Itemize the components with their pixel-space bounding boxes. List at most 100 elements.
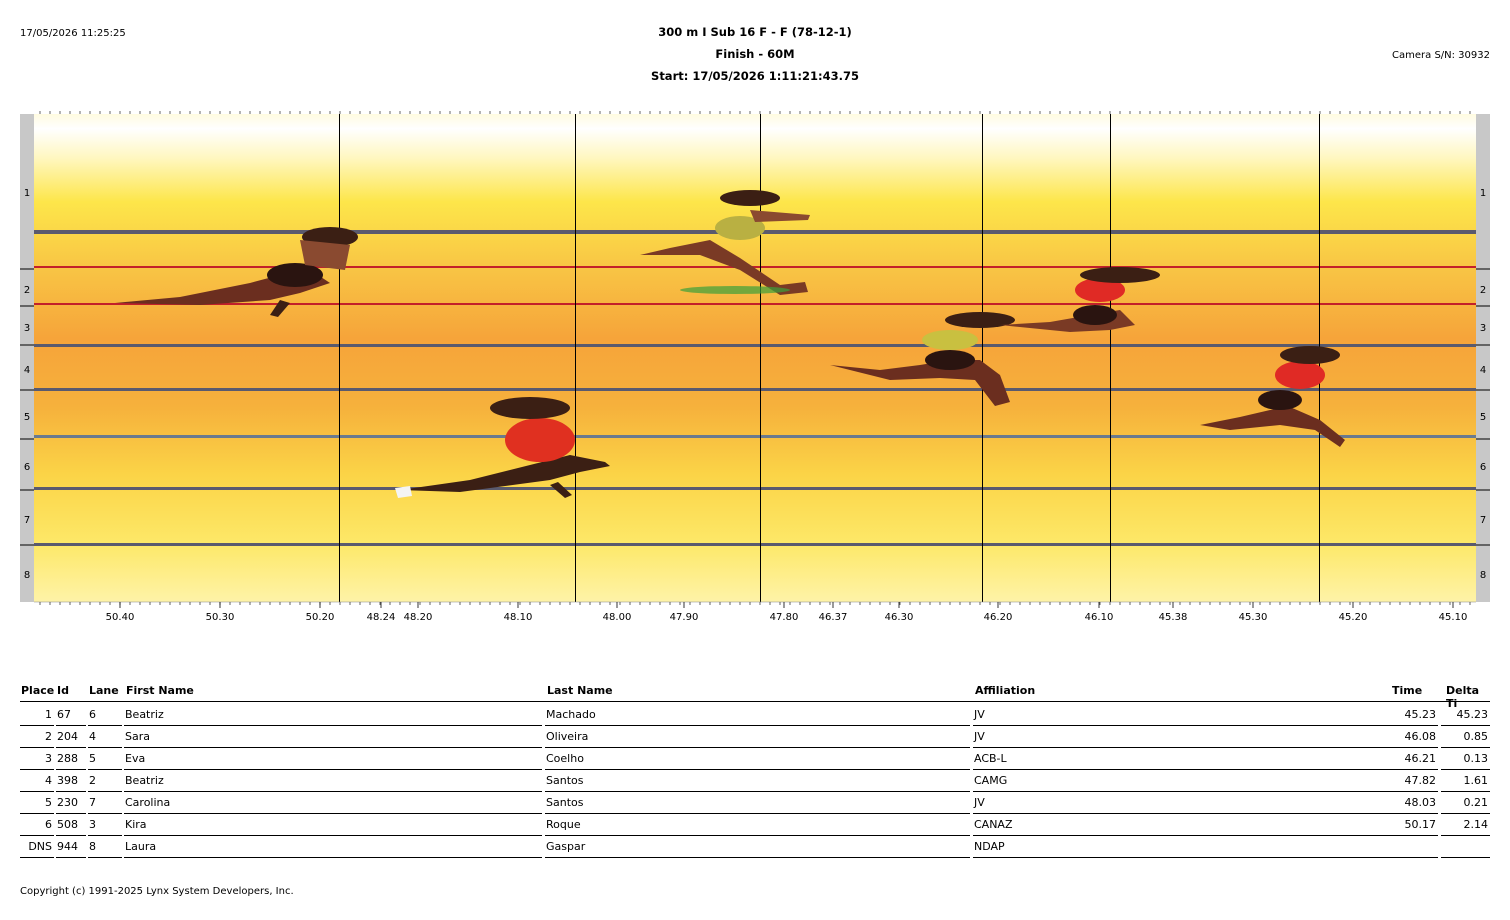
cell-id: 288 xyxy=(56,748,86,770)
col-header-first-name: First Name xyxy=(126,684,194,697)
cell-delta: 45.23 xyxy=(1441,704,1490,726)
lane-number-label: 3 xyxy=(1480,323,1486,334)
cell-first-name: Kira xyxy=(124,814,542,836)
runner-lane-4 xyxy=(830,312,1015,406)
cell-lane: 4 xyxy=(88,726,122,748)
time-tick-label: 50.20 xyxy=(306,612,335,623)
lane-labels: 1 1 2 2 3 3 4 4 5 5 6 6 7 7 8 8 xyxy=(24,188,1486,581)
cell-last-name: Roque xyxy=(545,814,970,836)
cell-last-name: Santos xyxy=(545,770,970,792)
cell-time: 48.03 xyxy=(1383,792,1438,814)
col-header-id: Id xyxy=(57,684,69,697)
photo-background xyxy=(34,114,1476,602)
col-header-last-name: Last Name xyxy=(547,684,613,697)
time-cursor-line xyxy=(339,114,340,602)
cell-id: 398 xyxy=(56,770,86,792)
cell-lane: 8 xyxy=(88,836,122,858)
cell-place: 5 xyxy=(20,792,54,814)
time-tick-label: 48.20 xyxy=(404,612,433,623)
lane-number-label: 7 xyxy=(24,515,30,526)
left-edge-strip xyxy=(20,114,34,602)
right-edge-strip xyxy=(1476,114,1490,602)
lane-line xyxy=(34,435,1476,438)
cell-time: 50.17 xyxy=(1383,814,1438,836)
time-tick-label: 50.40 xyxy=(106,612,135,623)
time-cursor-line xyxy=(1110,114,1111,602)
cell-affiliation: NDAP xyxy=(973,836,1383,858)
table-row: 2 204 4 Sara Oliveira JV 46.08 0.85 xyxy=(20,726,1490,748)
lane-number-label: 3 xyxy=(24,323,30,334)
lane-line xyxy=(34,344,1476,347)
cell-affiliation: JV xyxy=(973,704,1383,726)
lane-number-label: 4 xyxy=(1480,365,1486,376)
runner-lane-5-leader xyxy=(1200,346,1345,447)
cell-time xyxy=(1383,836,1438,858)
cell-first-name: Beatriz xyxy=(124,704,542,726)
lane-number-label: 5 xyxy=(24,412,30,423)
time-tick-label: 50.30 xyxy=(206,612,235,623)
time-tick-label: 45.38 xyxy=(1159,612,1188,623)
time-tick-label: 47.90 xyxy=(670,612,699,623)
col-header-lane: Lane xyxy=(89,684,119,697)
cell-lane: 2 xyxy=(88,770,122,792)
cell-last-name: Santos xyxy=(545,792,970,814)
cell-time: 46.21 xyxy=(1383,748,1438,770)
cell-place: 4 xyxy=(20,770,54,792)
time-tick-label: 45.10 xyxy=(1439,612,1468,623)
cell-id: 508 xyxy=(56,814,86,836)
cell-delta: 2.14 xyxy=(1441,814,1490,836)
cell-time: 46.08 xyxy=(1383,726,1438,748)
table-row: 5 230 7 Carolina Santos JV 48.03 0.21 xyxy=(20,792,1490,814)
cell-lane: 6 xyxy=(88,704,122,726)
cell-first-name: Beatriz xyxy=(124,770,542,792)
runner-lane-2 xyxy=(115,227,358,317)
cell-lane: 5 xyxy=(88,748,122,770)
time-tick-label: 48.00 xyxy=(603,612,632,623)
time-cursor-line xyxy=(575,114,576,602)
photo-finish-image[interactable]: 1 1 2 2 3 3 4 4 5 5 6 6 7 7 8 8 50.40 50.30 50.20 48.24 48.… xyxy=(20,100,1490,630)
report-datetime: 17/05/2026 11:25:25 xyxy=(20,28,126,39)
cell-last-name: Gaspar xyxy=(545,836,970,858)
time-tick-label: 45.30 xyxy=(1239,612,1268,623)
lane-number-label: 5 xyxy=(1480,412,1486,423)
cell-last-name: Machado xyxy=(545,704,970,726)
lane-number-label: 1 xyxy=(24,188,30,199)
cell-id: 204 xyxy=(56,726,86,748)
lane-number-label: 7 xyxy=(1480,515,1486,526)
table-row: 1 67 6 Beatriz Machado JV 45.23 45.23 xyxy=(20,704,1490,726)
header-underline xyxy=(20,701,1490,702)
start-label: Start: 17/05/2026 1:11:21:43.75 xyxy=(651,69,859,83)
cell-first-name: Sara xyxy=(124,726,542,748)
cell-place: 3 xyxy=(20,748,54,770)
time-tick-label: 46.20 xyxy=(984,612,1013,623)
cell-place: 6 xyxy=(20,814,54,836)
cell-id: 230 xyxy=(56,792,86,814)
lane-number-label: 8 xyxy=(1480,570,1486,581)
time-tick-label: 47.80 xyxy=(770,612,799,623)
cell-time: 47.82 xyxy=(1383,770,1438,792)
cell-first-name: Eva xyxy=(124,748,542,770)
event-title: 300 m I Sub 16 F - F (78-12-1) xyxy=(658,25,852,39)
cell-affiliation: ACB-L xyxy=(973,748,1383,770)
camera-serial: Camera S/N: 30932 xyxy=(1392,50,1490,61)
time-cursor-line xyxy=(982,114,983,602)
lane-line-red xyxy=(34,266,1476,268)
cell-lane: 3 xyxy=(88,814,122,836)
finish-label: Finish - 60M xyxy=(715,47,795,61)
cell-delta: 1.61 xyxy=(1441,770,1490,792)
runner-lane-5-6 xyxy=(395,397,610,498)
time-tick-label: 46.37 xyxy=(819,612,848,623)
cell-affiliation: CANAZ xyxy=(973,814,1383,836)
table-row: DNS 944 8 Laura Gaspar NDAP xyxy=(20,836,1490,858)
col-header-place: Place xyxy=(21,684,55,697)
top-ticks xyxy=(39,111,1471,114)
time-tick-label: 48.10 xyxy=(504,612,533,623)
cell-delta: 0.21 xyxy=(1441,792,1490,814)
time-axis: 50.40 50.30 50.20 48.24 48.20 48.10 48.00 47.90… xyxy=(34,601,1476,623)
time-cursor-line xyxy=(760,114,761,602)
cell-first-name: Laura xyxy=(124,836,542,858)
cell-id: 944 xyxy=(56,836,86,858)
lane-number-label: 6 xyxy=(24,462,30,473)
lane-number-label: 2 xyxy=(1480,285,1486,296)
cell-time: 45.23 xyxy=(1383,704,1438,726)
